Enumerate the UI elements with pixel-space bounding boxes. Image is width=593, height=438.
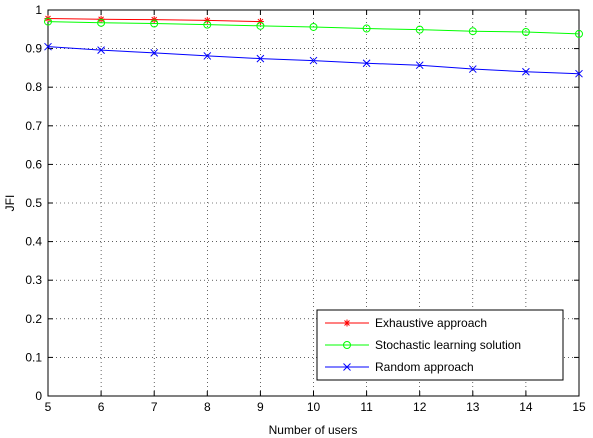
x-tick-label: 11 [360,400,373,414]
y-tick-label: 0.1 [25,350,42,364]
y-tick-label: 0.5 [25,196,42,210]
legend-entry: Random approach [325,360,474,374]
asterisk-marker [256,18,264,26]
y-tick-label: 0.8 [25,80,42,94]
series-line [47,21,580,35]
circle-marker [97,18,106,27]
circle-marker [362,24,371,33]
x-marker [203,52,212,60]
circle-marker [521,28,530,37]
circle-marker [309,22,318,31]
x-marker [468,65,477,73]
x-marker [97,46,105,54]
x-marker [44,42,52,51]
y-axis-label: JFI [3,195,17,212]
x-marker [309,56,318,65]
circle-marker [415,25,424,34]
x-tick-label: 5 [45,400,52,414]
legend-label: Random approach [375,360,474,374]
legend-label: Exhaustive approach [375,316,487,330]
legend: Exhaustive approach Stochastic learning s… [316,309,564,381]
data-series [44,14,583,78]
y-tick-label: 0 [35,389,42,403]
grid-lines [47,9,580,397]
circle-marker [256,21,265,30]
asterisk-marker [203,16,211,24]
x-axis-label: Number of users [269,423,358,437]
x-marker [150,48,159,57]
y-tick-label: 0.2 [25,312,42,326]
axis-ticks: 5 6 7 8 9 10 11 12 13 14 15 0 0.1 0.2 0.3 0.4 0.5 0.6 0.7 0… [25,3,586,414]
x-marker [575,69,583,78]
x-tick-label: 7 [151,400,158,414]
legend-entry: Stochastic learning solution [325,338,521,352]
circle-marker [203,20,212,29]
x-tick-label: 9 [257,400,264,414]
y-tick-label: 0.7 [25,119,42,133]
x-marker [522,67,530,76]
x-marker [256,54,265,63]
x-tick-label: 14 [519,400,533,414]
x-tick-label: 10 [307,400,321,414]
y-tick-label: 0.6 [25,157,42,171]
series-1 [44,17,583,38]
x-marker [415,61,424,70]
circle-marker [468,27,477,36]
circle-marker [150,19,159,28]
x-tick-label: 8 [204,400,211,414]
asterisk-marker [343,319,351,327]
legend-entry: Exhaustive approach [325,316,487,330]
x-tick-label: 6 [98,400,105,414]
series-2 [44,42,583,78]
y-tick-label: 1 [35,3,42,17]
legend-label: Stochastic learning solution [375,338,521,352]
circle-marker [44,17,52,26]
x-tick-label: 13 [466,400,480,414]
circle-marker [343,341,351,349]
y-tick-label: 0.3 [25,273,42,287]
x-tick-label: 15 [572,400,586,414]
x-marker [362,59,371,68]
x-marker [343,363,351,371]
y-tick-label: 0.9 [25,42,42,56]
y-tick-label: 0.4 [25,235,42,249]
x-tick-label: 12 [413,400,427,414]
circle-marker [575,29,583,38]
